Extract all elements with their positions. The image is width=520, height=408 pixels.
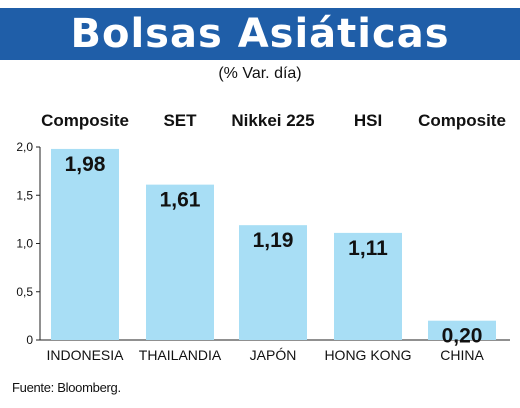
x-tick-label: THAILANDIA bbox=[139, 347, 222, 363]
index-label: Nikkei 225 bbox=[231, 111, 314, 130]
y-tick-label: 2,0 bbox=[16, 140, 33, 154]
y-tick-label: 0,5 bbox=[16, 285, 33, 299]
bar bbox=[334, 232, 402, 340]
index-label: Composite bbox=[418, 111, 506, 130]
y-tick-label: 1,0 bbox=[16, 237, 33, 251]
index-label: Composite bbox=[41, 111, 129, 130]
index-label: HSI bbox=[354, 111, 382, 130]
x-tick-label: HONG KONG bbox=[324, 347, 411, 363]
bar bbox=[146, 184, 214, 340]
data-label: 1,61 bbox=[160, 189, 201, 212]
index-label: SET bbox=[163, 111, 197, 130]
bar bbox=[51, 148, 119, 340]
source-note: Fuente: Bloomberg. bbox=[12, 380, 121, 395]
bar bbox=[428, 320, 496, 340]
x-tick-label: JAPÓN bbox=[250, 347, 297, 363]
x-tick-label: INDONESIA bbox=[46, 347, 124, 363]
data-label: 0,20 bbox=[442, 325, 483, 348]
data-label: 1,11 bbox=[348, 237, 388, 260]
data-label: 1,98 bbox=[65, 153, 106, 176]
y-tick-label: 1,5 bbox=[16, 188, 33, 202]
bar bbox=[239, 225, 307, 340]
y-tick-label: 0 bbox=[26, 333, 33, 347]
chart-title: Bolsas Asiáticas bbox=[0, 8, 520, 60]
data-label: 1,19 bbox=[253, 229, 294, 252]
chart-subtitle: (% Var. día) bbox=[218, 65, 302, 82]
x-tick-label: CHINA bbox=[440, 347, 484, 363]
